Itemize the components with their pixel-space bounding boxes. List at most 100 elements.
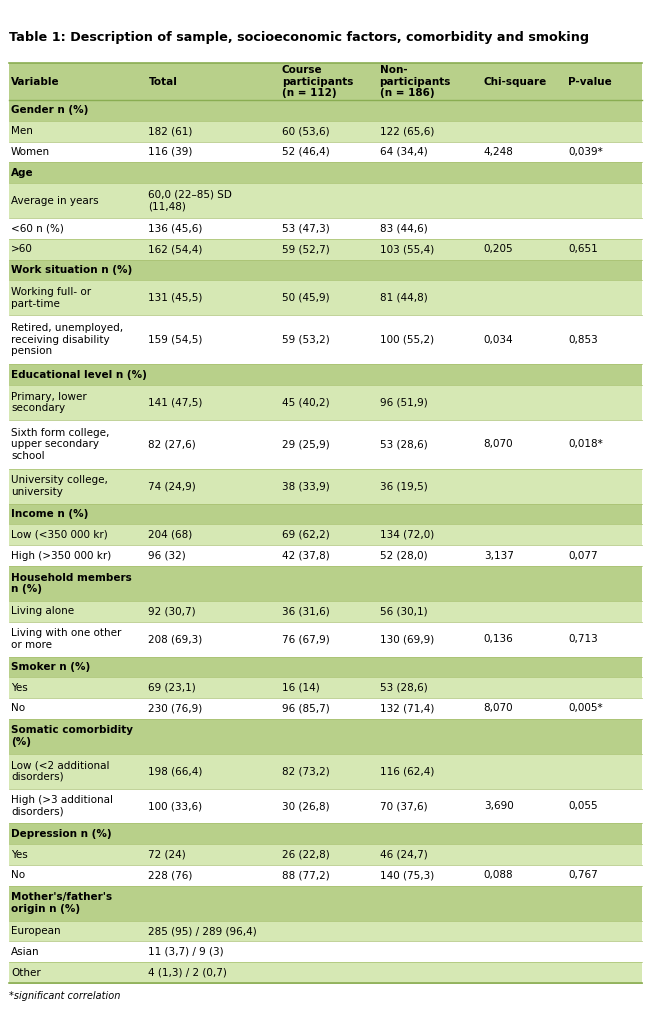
Bar <box>9 315 642 365</box>
Text: 50 (45,9): 50 (45,9) <box>282 293 329 303</box>
Text: Men: Men <box>11 126 33 136</box>
Bar <box>9 218 642 239</box>
Text: 46 (24,7): 46 (24,7) <box>380 850 427 859</box>
Bar <box>9 886 642 921</box>
Text: Course
participants
(n = 112): Course participants (n = 112) <box>282 66 353 98</box>
Bar <box>9 141 642 163</box>
Text: Chi-square: Chi-square <box>484 77 547 87</box>
Text: 208 (69,3): 208 (69,3) <box>148 634 202 644</box>
Bar <box>9 524 642 545</box>
Bar <box>9 719 642 754</box>
Text: 36 (31,6): 36 (31,6) <box>282 606 329 616</box>
Text: High (>350 000 kr): High (>350 000 kr) <box>11 551 111 560</box>
Text: 0,088: 0,088 <box>484 870 514 881</box>
Text: 8,070: 8,070 <box>484 439 514 450</box>
Text: 69 (23,1): 69 (23,1) <box>148 683 196 692</box>
Text: 76 (67,9): 76 (67,9) <box>282 634 329 644</box>
Text: 3,137: 3,137 <box>484 551 514 560</box>
Text: 60 (53,6): 60 (53,6) <box>282 126 329 136</box>
Text: 16 (14): 16 (14) <box>282 683 320 692</box>
Text: 88 (77,2): 88 (77,2) <box>282 870 329 881</box>
Text: European: European <box>11 926 61 936</box>
Text: Somatic comorbidity
(%): Somatic comorbidity (%) <box>11 725 133 748</box>
Text: University college,
university: University college, university <box>11 475 108 497</box>
Text: Low (<2 additional
disorders): Low (<2 additional disorders) <box>11 761 109 782</box>
Text: No: No <box>11 703 25 714</box>
Bar <box>9 183 642 218</box>
Text: 4,248: 4,248 <box>484 147 514 157</box>
Bar <box>9 788 642 823</box>
Text: 100 (33,6): 100 (33,6) <box>148 801 202 811</box>
Text: 4 (1,3) / 2 (0,7): 4 (1,3) / 2 (0,7) <box>148 968 227 978</box>
Text: 162 (54,4): 162 (54,4) <box>148 244 203 254</box>
Text: Living alone: Living alone <box>11 606 74 616</box>
Bar <box>9 823 642 844</box>
Bar <box>9 656 642 677</box>
Text: 70 (37,6): 70 (37,6) <box>380 801 427 811</box>
Text: Variable: Variable <box>11 77 60 87</box>
Bar <box>9 281 642 315</box>
Text: 53 (28,6): 53 (28,6) <box>380 683 427 692</box>
Text: 52 (46,4): 52 (46,4) <box>282 147 329 157</box>
Text: 96 (85,7): 96 (85,7) <box>282 703 329 714</box>
Text: Household members
n (%): Household members n (%) <box>11 572 132 594</box>
Text: 141 (47,5): 141 (47,5) <box>148 397 203 408</box>
Text: 42 (37,8): 42 (37,8) <box>282 551 329 560</box>
Bar <box>9 698 642 719</box>
Text: 82 (27,6): 82 (27,6) <box>148 439 196 450</box>
Bar <box>9 622 642 656</box>
Text: 103 (55,4): 103 (55,4) <box>380 244 434 254</box>
Text: 74 (24,9): 74 (24,9) <box>148 481 196 492</box>
Text: <60 n (%): <60 n (%) <box>11 223 64 233</box>
Bar <box>9 504 642 524</box>
Text: 0,651: 0,651 <box>568 244 598 254</box>
Text: 11 (3,7) / 9 (3): 11 (3,7) / 9 (3) <box>148 947 224 956</box>
Text: Yes: Yes <box>11 850 28 859</box>
Text: 96 (32): 96 (32) <box>148 551 186 560</box>
Text: 0,205: 0,205 <box>484 244 514 254</box>
Text: 52 (28,0): 52 (28,0) <box>380 551 427 560</box>
Text: Working full- or
part-time: Working full- or part-time <box>11 287 91 308</box>
Text: 228 (76): 228 (76) <box>148 870 193 881</box>
Text: 59 (52,7): 59 (52,7) <box>282 244 329 254</box>
Text: Total: Total <box>148 77 177 87</box>
Bar <box>9 385 642 420</box>
Text: 0,018*: 0,018* <box>568 439 603 450</box>
Bar <box>9 100 642 121</box>
Text: Work situation n (%): Work situation n (%) <box>11 265 132 275</box>
Bar <box>9 163 642 183</box>
Text: 56 (30,1): 56 (30,1) <box>380 606 427 616</box>
Bar <box>9 921 642 941</box>
Bar <box>9 941 642 963</box>
Text: 36 (19,5): 36 (19,5) <box>380 481 427 492</box>
Text: No: No <box>11 870 25 881</box>
Text: 69 (62,2): 69 (62,2) <box>282 529 329 540</box>
Text: Average in years: Average in years <box>11 196 99 206</box>
Bar <box>9 121 642 141</box>
Text: 30 (26,8): 30 (26,8) <box>282 801 329 811</box>
Text: 38 (33,9): 38 (33,9) <box>282 481 329 492</box>
Text: >60: >60 <box>11 244 33 254</box>
Text: 60,0 (22–85) SD
(11,48): 60,0 (22–85) SD (11,48) <box>148 189 232 211</box>
Text: 82 (73,2): 82 (73,2) <box>282 766 329 776</box>
Bar <box>9 239 642 259</box>
Bar <box>9 365 642 385</box>
Text: High (>3 additional
disorders): High (>3 additional disorders) <box>11 796 113 817</box>
Text: Low (<350 000 kr): Low (<350 000 kr) <box>11 529 108 540</box>
Text: Retired, unemployed,
receiving disability
pension: Retired, unemployed, receiving disabilit… <box>11 324 123 356</box>
Bar <box>9 963 642 983</box>
Text: Smoker n (%): Smoker n (%) <box>11 662 90 672</box>
Text: 8,070: 8,070 <box>484 703 514 714</box>
Text: 116 (62,4): 116 (62,4) <box>380 766 434 776</box>
Text: 0,853: 0,853 <box>568 335 598 345</box>
Text: Non-
participants
(n = 186): Non- participants (n = 186) <box>380 66 451 98</box>
Text: 116 (39): 116 (39) <box>148 147 193 157</box>
Text: Age: Age <box>11 168 34 178</box>
Text: Sixth form college,
upper secondary
school: Sixth form college, upper secondary scho… <box>11 428 109 461</box>
Text: Yes: Yes <box>11 683 28 692</box>
Text: 159 (54,5): 159 (54,5) <box>148 335 203 345</box>
Text: 131 (45,5): 131 (45,5) <box>148 293 203 303</box>
Text: Asian: Asian <box>11 947 40 956</box>
Text: 45 (40,2): 45 (40,2) <box>282 397 329 408</box>
Text: 26 (22,8): 26 (22,8) <box>282 850 329 859</box>
